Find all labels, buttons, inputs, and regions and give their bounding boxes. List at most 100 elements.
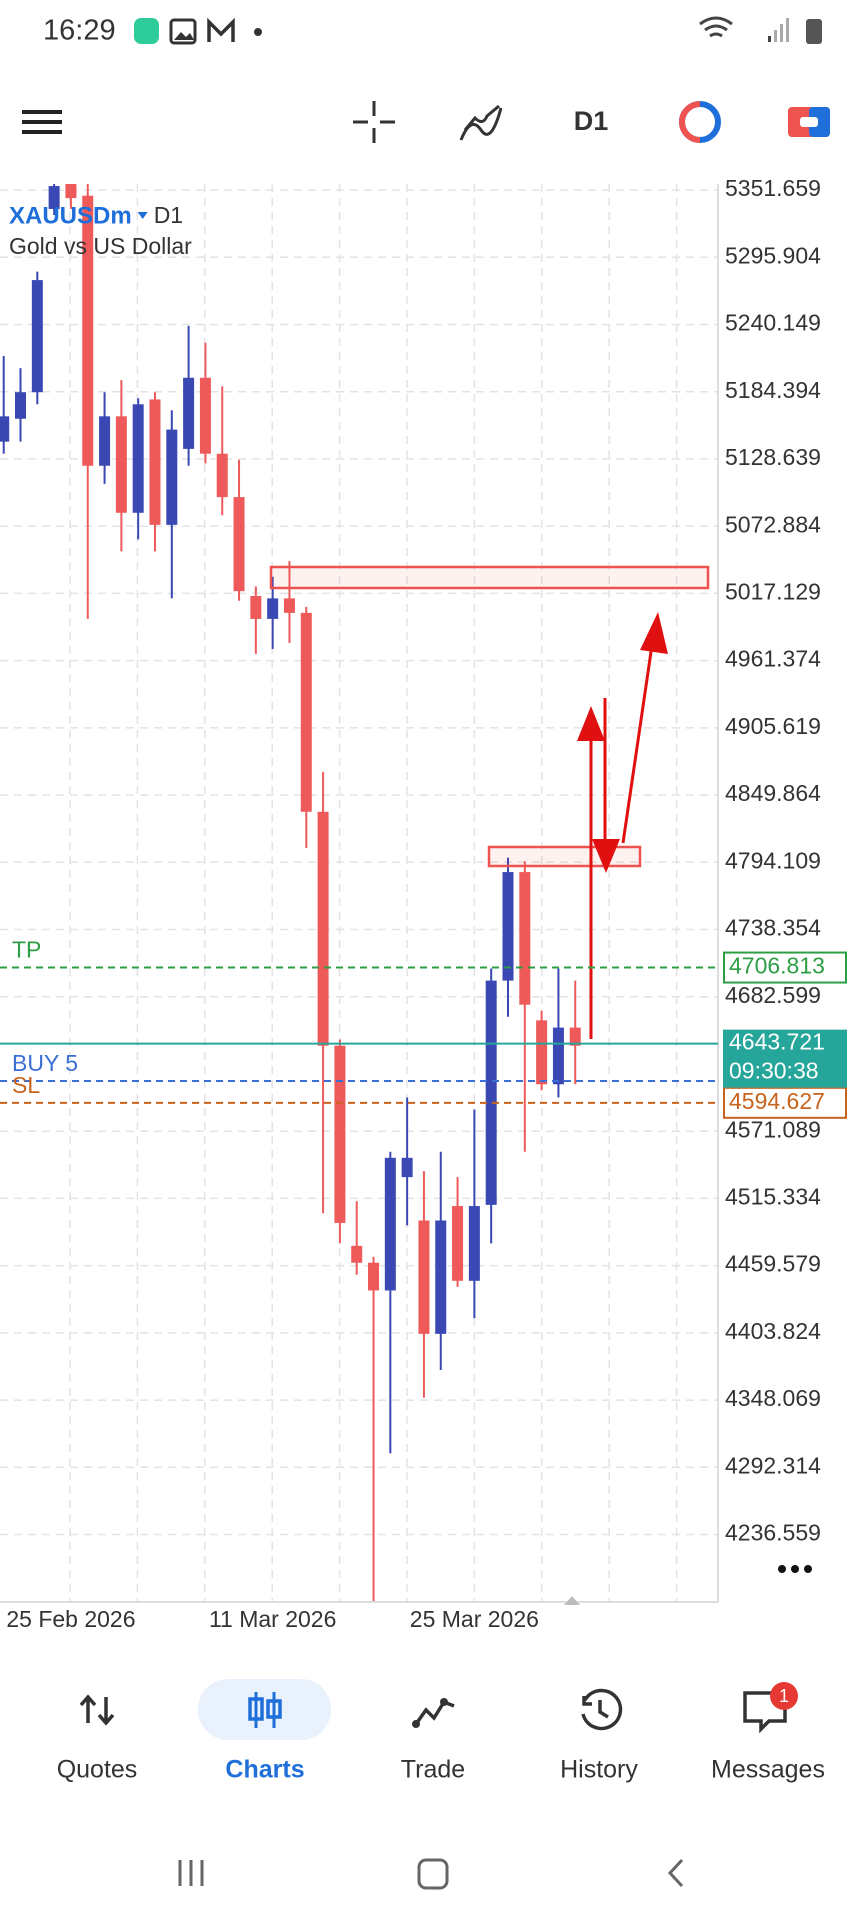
back-button[interactable] [667,1858,684,1888]
volte-icon [742,20,756,42]
y-tick-label: 5240.149 [725,310,821,336]
y-tick-label: 4348.069 [725,1385,821,1411]
menu-bar [22,110,62,114]
app-icon [134,18,159,44]
arrow-head [577,706,605,741]
y-tick-label: 4571.089 [725,1116,821,1142]
position-label: BUY 5 [12,1050,78,1076]
y-tick-label: 5295.904 [725,242,821,268]
candle-body [132,404,144,513]
nav-label[interactable]: Trade [401,1756,465,1784]
candle-body [351,1245,363,1263]
y-tick-label: 4849.864 [725,780,821,806]
sl-price: 4594.627 [729,1088,825,1114]
candle-body [502,872,514,981]
candle-body [401,1157,413,1178]
charts-icon [266,1699,282,1719]
arrow-head [640,612,668,654]
symbol-dropdown[interactable] [137,212,148,219]
y-tick-label: 4738.354 [725,915,821,941]
home-button[interactable] [417,1858,449,1890]
bid-tag [723,1029,847,1088]
crosshair-button[interactable] [353,101,395,143]
candle-body [166,429,178,525]
candle-body [48,186,60,209]
more-button[interactable] [778,1565,812,1573]
nav-label[interactable]: Charts [225,1756,304,1784]
candle-body [216,453,228,498]
signal-bar [786,18,789,42]
candle-body [384,1157,396,1291]
tp-price: 4706.813 [729,953,825,979]
trade-button[interactable] [788,107,830,137]
y-tick-label: 4794.109 [725,847,821,873]
candle-body [452,1206,464,1281]
y-tick-label: 4961.374 [725,646,821,672]
x-tick-label: 11 Mar 2026 [209,1606,336,1632]
more-dot [791,1565,799,1573]
badge [770,1682,798,1710]
candle-body [283,598,295,613]
bid-price: 4643.721 [729,1029,825,1055]
tp-tag [723,951,847,984]
y-tick-label: 4515.334 [725,1183,821,1209]
status-time: 16:29 [43,15,116,47]
nav-label[interactable]: Quotes [57,1756,138,1784]
image-icon [169,18,197,45]
status-dot [254,28,262,36]
charts-icon [248,1697,264,1721]
symbol[interactable]: XAUUSDm [9,202,132,229]
candle-body [199,377,211,454]
y-tick-label: 4403.824 [725,1318,821,1344]
trade-icon-mark [800,117,818,127]
candle-body [368,1262,380,1291]
candle-body [519,872,531,1005]
symbol-description: Gold vs US Dollar [9,233,192,259]
candle-body [99,416,111,466]
badge-count: 1 [779,1686,789,1706]
menu-bar [22,130,62,134]
history-icon [581,1688,623,1731]
arrow-line[interactable] [621,644,654,844]
recents-button[interactable] [178,1860,204,1886]
candle-body [115,416,127,513]
grid [0,184,718,1602]
color-button[interactable] [679,101,721,143]
trade-icon-dot [412,1720,420,1728]
zone-rectangle[interactable] [269,565,710,590]
signal-bar [780,24,783,42]
menu-button[interactable] [22,110,62,134]
candle-body [300,612,312,812]
tp-label: TP [12,937,41,963]
more-dot [778,1565,786,1573]
y-tick-label: 4292.314 [725,1452,821,1478]
candle-body [149,399,161,525]
scroll-marker[interactable] [564,1596,580,1605]
candle-body [317,811,329,1046]
bottom-nav: Quotes Charts Trade History Messages [57,1756,825,1784]
y-tick-label: 5072.884 [725,511,821,537]
nav-label[interactable]: History [560,1756,638,1784]
candle-body [183,377,195,449]
candle-body [65,184,77,199]
zone-rectangle[interactable] [487,845,642,868]
candle-body [552,1027,564,1085]
battery-icon [806,19,822,44]
candle-body [468,1206,480,1281]
more-dot [804,1565,812,1573]
candle-body [435,1220,447,1334]
candle-body [334,1045,346,1223]
quotes-icon [79,1694,115,1726]
candle-body [0,416,10,442]
y-tick-label: 5017.129 [725,578,821,604]
trade-icon-dot [440,1698,448,1706]
timeframe-button[interactable]: D1 [574,106,609,136]
candle-body [569,1027,581,1046]
candle-body [31,280,43,393]
y-tick-label: 4236.559 [725,1520,821,1546]
color-ring-half [679,101,701,143]
indicator-button[interactable] [459,104,503,141]
nav-label[interactable]: Messages [711,1756,825,1784]
candle-body [485,980,497,1205]
candle-body [250,595,262,619]
